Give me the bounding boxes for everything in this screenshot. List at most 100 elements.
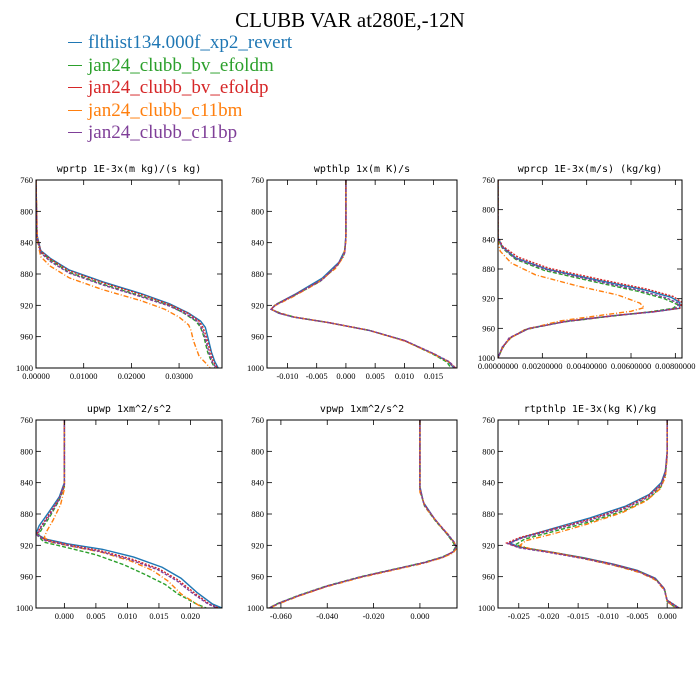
legend-entry: jan24_clubb_c11bp bbox=[68, 122, 292, 145]
y-tick-label: 960 bbox=[251, 572, 264, 582]
x-tick-label: 0.00800000 bbox=[655, 361, 695, 371]
x-tick-label: 0.000 bbox=[336, 371, 355, 381]
y-tick-label: 800 bbox=[20, 446, 33, 456]
plot-frame bbox=[266, 419, 458, 609]
plot-frame bbox=[266, 179, 458, 369]
series-line bbox=[268, 420, 456, 608]
series-group bbox=[36, 420, 222, 608]
x-tick-label: -0.015 bbox=[567, 611, 589, 621]
y-tick-label: 920 bbox=[482, 540, 495, 550]
series-line bbox=[498, 180, 646, 358]
legend-label: flthist134.000f_xp2_revert bbox=[88, 32, 293, 53]
y-tick-label: 960 bbox=[482, 572, 495, 582]
figure-title: CLUBB VAR at280E,-12N bbox=[235, 8, 465, 32]
y-tick-label: 880 bbox=[20, 269, 33, 279]
x-tick-label: 0.005 bbox=[86, 611, 105, 621]
series-group bbox=[269, 180, 457, 368]
series-line bbox=[269, 180, 456, 368]
y-tick-label: 800 bbox=[251, 446, 264, 456]
y-tick-label: 960 bbox=[482, 323, 495, 333]
x-tick-label: 0.020 bbox=[181, 611, 200, 621]
x-tick-label: 0.00200000 bbox=[522, 361, 562, 371]
panel-1: wprtp 1E-3x(m kg)/(s kg) 760 800 840 880 920 9… bbox=[16, 164, 223, 381]
x-tick-label: -0.010 bbox=[597, 611, 619, 621]
y-tick-label: 1000 bbox=[16, 603, 33, 613]
series-line bbox=[269, 180, 457, 368]
y-tick-label: 840 bbox=[482, 234, 495, 244]
y-tick-label: 1000 bbox=[478, 353, 495, 363]
series-group bbox=[268, 420, 457, 608]
series-line bbox=[269, 420, 457, 608]
x-tick-label: 0.02000 bbox=[118, 371, 146, 381]
x-tick-label: 0.010 bbox=[118, 611, 137, 621]
y-tick-label: 960 bbox=[251, 332, 264, 342]
series-line bbox=[36, 420, 218, 608]
y-tick-label: 1000 bbox=[247, 603, 264, 613]
y-tick-label: 1000 bbox=[16, 363, 33, 373]
y-tick-label: 760 bbox=[251, 415, 264, 425]
series-group bbox=[498, 180, 682, 358]
x-tick-label: 0.000 bbox=[658, 611, 677, 621]
panel-title: wprtp 1E-3x(m kg)/(s kg) bbox=[57, 164, 202, 175]
panel-2: wpthlp 1x(m K)/s 760 800 840 880 920 960 1000 -0… bbox=[247, 164, 458, 381]
y-tick-label: 1000 bbox=[247, 363, 264, 373]
series-line bbox=[498, 180, 681, 358]
legend-label: jan24_clubb_bv_efoldm bbox=[88, 54, 274, 76]
y-tick-label: 1000 bbox=[478, 603, 495, 613]
legend-label: jan24_clubb_c11bp bbox=[88, 122, 238, 143]
legend-line-swatch bbox=[68, 87, 82, 89]
y-tick-label: 840 bbox=[482, 478, 495, 488]
y-tick-label: 800 bbox=[482, 446, 495, 456]
series-line bbox=[36, 180, 219, 368]
legend-entry: jan24_clubb_bv_efoldm bbox=[68, 55, 292, 78]
series-line bbox=[36, 180, 217, 368]
series-line bbox=[269, 180, 455, 368]
y-tick-label: 800 bbox=[251, 206, 264, 216]
legend-entry: flthist134.000f_xp2_revert bbox=[68, 32, 292, 55]
series-line bbox=[498, 180, 681, 358]
series-line bbox=[36, 180, 211, 368]
series-line bbox=[514, 420, 677, 608]
legend: flthist134.000f_xp2_revert jan24_clubb_bv… bbox=[68, 32, 292, 145]
series-line bbox=[37, 420, 207, 608]
x-tick-label: 0.015 bbox=[149, 611, 168, 621]
y-tick-label: 760 bbox=[20, 415, 33, 425]
panel-title: rtpthlp 1E-3x(kg K)/kg bbox=[524, 404, 656, 415]
series-line bbox=[518, 420, 677, 608]
y-tick-label: 840 bbox=[20, 238, 33, 248]
panel-title: wpthlp 1x(m K)/s bbox=[314, 164, 410, 175]
x-tick-label: -0.005 bbox=[306, 371, 328, 381]
panel-6: rtpthlp 1E-3x(kg K)/kg 760 800 840 880 920 960… bbox=[478, 404, 683, 621]
legend-label: jan24_clubb_bv_efoldp bbox=[88, 77, 269, 98]
y-tick-label: 800 bbox=[482, 205, 495, 215]
y-tick-label: 920 bbox=[251, 300, 264, 310]
x-tick-label: -0.010 bbox=[276, 371, 298, 381]
y-tick-label: 920 bbox=[482, 294, 495, 304]
panel-title: wprcp 1E-3x(m/s) (kg/kg) bbox=[518, 164, 663, 175]
x-tick-label: -0.060 bbox=[270, 611, 292, 621]
series-line bbox=[269, 420, 457, 608]
series-line bbox=[269, 420, 457, 608]
x-tick-label: 0.00600000 bbox=[611, 361, 651, 371]
series-line bbox=[36, 180, 216, 368]
y-tick-label: 880 bbox=[20, 509, 33, 519]
y-tick-label: 920 bbox=[20, 300, 33, 310]
legend-line-swatch bbox=[68, 64, 82, 66]
x-tick-label: 0.015 bbox=[424, 371, 443, 381]
panel-3: wprcp 1E-3x(m/s) (kg/kg) 760 800 840 880 920 9… bbox=[478, 164, 696, 371]
y-tick-label: 760 bbox=[20, 175, 33, 185]
series-group bbox=[504, 420, 680, 608]
plot-frame bbox=[497, 179, 683, 359]
series-group bbox=[36, 180, 219, 368]
x-tick-label: -0.020 bbox=[537, 611, 559, 621]
x-tick-label: 0.00000 bbox=[22, 371, 50, 381]
y-tick-label: 840 bbox=[251, 478, 264, 488]
x-tick-label: 0.000 bbox=[410, 611, 429, 621]
series-line bbox=[498, 180, 682, 358]
legend-line-swatch bbox=[68, 132, 82, 134]
y-tick-label: 920 bbox=[251, 540, 264, 550]
series-line bbox=[43, 420, 204, 608]
x-tick-label: -0.005 bbox=[626, 611, 648, 621]
legend-line-swatch bbox=[68, 109, 82, 111]
